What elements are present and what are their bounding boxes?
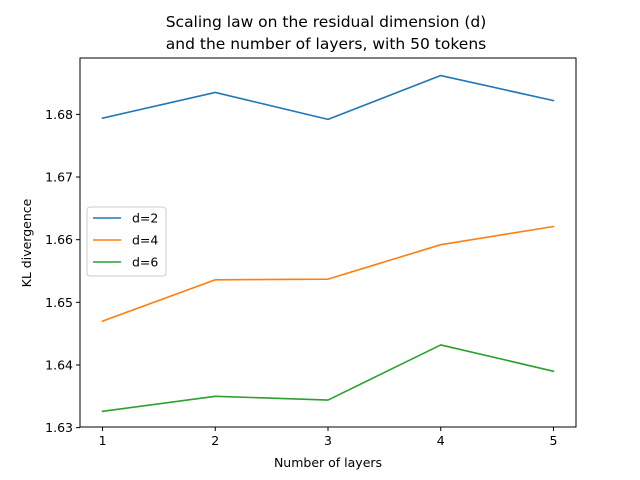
y-tick-label: 1.64: [45, 357, 73, 372]
y-tick-label: 1.67: [45, 170, 73, 185]
series-line-d-4: [101, 225, 555, 323]
y-tick-label: 1.68: [45, 107, 73, 122]
chart-title-line-1: Scaling law on the residual dimension (d…: [166, 13, 487, 31]
legend-label: d=2: [132, 211, 158, 226]
x-tick-label: 3: [324, 433, 332, 448]
x-tick-label: 5: [549, 433, 557, 448]
legend-box: [86, 206, 167, 277]
x-tick-label: 1: [99, 433, 107, 448]
x-tick-label: 4: [437, 433, 445, 448]
legend-label: d=4: [132, 233, 158, 248]
series-line-d-2: [101, 74, 555, 121]
chart-title-line-2: and the number of layers, with 50 tokens: [166, 35, 486, 53]
legend-label: d=6: [132, 255, 158, 270]
series-lines: [101, 74, 555, 413]
y-tick-label: 1.65: [45, 295, 73, 310]
series-line-d-6: [101, 344, 555, 413]
y-tick-label: 1.66: [45, 232, 73, 247]
x-tick-label: 2: [211, 433, 219, 448]
x-axis-ticks: 1 2 3 4 5: [99, 427, 557, 448]
x-axis-label: Number of layers: [274, 455, 382, 470]
y-axis-label: KL divergence: [19, 198, 34, 287]
legend: d=2 d=4 d=6: [86, 206, 167, 277]
y-axis-ticks: 1.63 1.64 1.65 1.66 1.67 1.68: [45, 107, 80, 435]
y-tick-label: 1.63: [45, 420, 73, 435]
